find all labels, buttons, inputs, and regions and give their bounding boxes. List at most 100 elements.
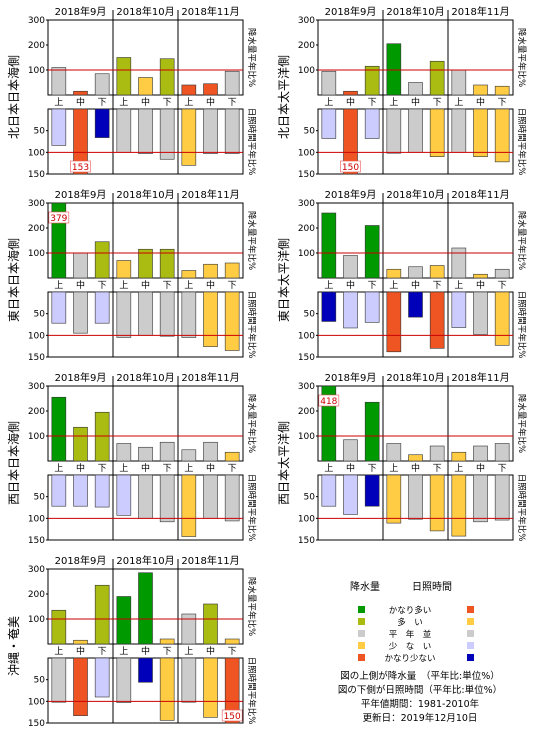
decade-label: 下 [163,464,172,474]
sun-bar [429,474,445,532]
precip-bar [364,225,380,279]
sun-bar [451,291,467,328]
precip-bar [321,70,337,96]
decade-label: 中 [346,462,355,474]
sun-bar [181,657,197,703]
sun-tick-label: 50 [34,493,46,503]
decade-label: 下 [368,281,377,291]
precip-bar [364,401,380,462]
legend-row: 少 な い [300,640,540,652]
precip-tick-label: 300 [28,16,45,26]
sun-bar [116,474,132,516]
sun-bar [51,108,67,146]
precip-axis-label: 降水量平年比% [246,211,257,270]
sun-tick-label: 100 [298,148,315,158]
decade-label: 中 [141,279,150,291]
region-chart: 2018年9月 2018年10月 2018年11月 100 200 300 50 100 150… [276,371,527,546]
month-label: 2018年11月 [181,5,239,18]
decade-label: 上 [389,463,398,474]
precip-bar [181,270,197,279]
precip-tick-label: 100 [28,432,45,442]
precip-bar [451,69,467,96]
precip-bar [138,248,153,279]
region-name: 北日本日本海側 [6,55,21,139]
precip-bar [159,638,175,645]
decade-label: 上 [454,280,463,291]
precip-bar [94,73,110,96]
month-label: 2018年9月 [55,188,107,201]
sun-bar [494,291,510,346]
legend-label: 少 な い [388,642,432,652]
precip-axis-label: 降水量平年比% [516,394,527,453]
legend-label: 多 い [397,618,423,628]
sun-bar [224,474,240,522]
precip-tick-label: 100 [28,249,45,259]
month-label: 2018年11月 [451,371,509,384]
overflow-label: 379 [50,214,67,224]
month-label: 2018年9月 [325,371,377,384]
precip-tick-label: 300 [28,199,45,209]
sun-bar [386,291,402,353]
precip-bar [94,241,110,279]
region-chart: 2018年9月 2018年10月 2018年11月 100 200 300 50 100 150… [276,5,527,180]
decade-label: 中 [411,96,420,108]
precip-axis-label: 降水量平年比% [246,28,257,87]
legend-row: 多 い [300,616,540,628]
precip-bar [451,247,467,279]
sun-tick-label: 150 [298,170,315,180]
sun-bar [343,108,358,175]
legend-row: かなり少ない [300,652,540,664]
sun-bar [138,657,153,683]
sun-tick-label: 150 [28,353,45,363]
sun-bar [159,108,175,160]
precip-tick-label: 300 [28,382,45,392]
decade-label: 中 [476,96,485,108]
legend-sun-swatch [467,630,474,637]
month-label: 2018年9月 [55,554,107,567]
precip-tick-label: 100 [298,249,315,259]
decade-label: 下 [98,281,107,291]
precip-bar [116,57,132,96]
decade-label: 下 [433,464,442,474]
legend-precip-swatch [358,654,365,661]
month-label: 2018年11月 [181,554,239,567]
sun-tick-label: 150 [28,719,45,729]
sun-bar [94,291,110,324]
region-name: 西日本日本海側 [6,421,21,505]
decade-label: 下 [98,98,107,108]
month-label: 2018年9月 [55,371,107,384]
sun-bar [224,108,240,154]
sun-tick-label: 100 [28,148,45,158]
overflow-label: 418 [320,397,337,407]
legend-precip-title: 降水量 [350,582,380,593]
sun-bar [181,108,197,166]
sun-bar [51,474,67,507]
decade-label: 中 [76,462,85,474]
sun-bar [73,474,88,507]
precip-bar [494,268,510,279]
overflow-label: 150 [342,163,359,173]
precip-bar [494,443,510,462]
sun-bar [451,108,467,153]
decade-label: 下 [163,98,172,108]
overflow-label: 153 [72,163,89,173]
sun-bar [473,108,488,157]
overflow-label-box [48,211,70,224]
sun-bar [408,291,423,318]
precip-tick-label: 200 [298,41,315,51]
sun-bar [116,108,132,153]
legend-precip-swatch [358,606,365,613]
sun-bar [203,108,218,154]
chart-notes: 図の上側が降水量 （平年比:単位%） 図の下側が日照時間（平年比:単位%） 平年… [300,670,540,726]
precip-bar [473,273,488,279]
sun-bar [159,474,175,523]
precip-bar [73,90,88,96]
month-label: 2018年11月 [451,188,509,201]
decade-label: 中 [76,96,85,108]
sun-bar [51,291,67,324]
region-name: 沖縄・奄美 [6,616,21,676]
decade-label: 中 [346,279,355,291]
precip-bar [224,451,240,462]
sun-axis-label: 日照時間平年比% [516,291,527,359]
precip-bar [343,90,358,96]
